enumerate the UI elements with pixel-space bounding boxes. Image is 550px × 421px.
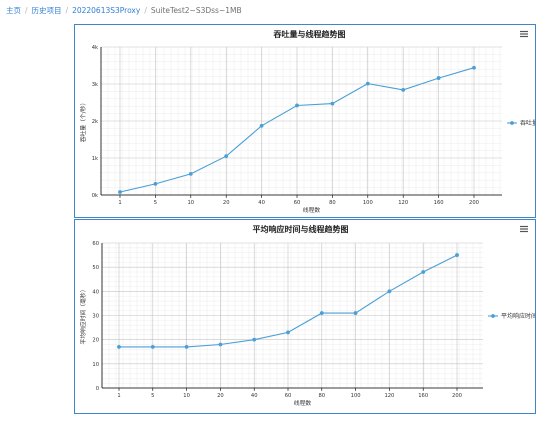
chart-title: 平均响应时间与线程趋势图 [253, 224, 349, 234]
y-tick-label: 10 [92, 362, 99, 368]
breadcrumb-separator: / [65, 6, 69, 15]
x-tick-label: 40 [251, 393, 258, 399]
x-tick-label: 10 [183, 393, 190, 399]
data-point[interactable] [218, 342, 223, 347]
data-point[interactable] [184, 345, 189, 349]
x-tick-label: 80 [329, 200, 336, 206]
x-tick-label: 1 [118, 200, 121, 206]
legend-point-marker [510, 121, 514, 125]
chart-menu-icon[interactable] [518, 223, 530, 235]
data-point[interactable] [330, 101, 335, 106]
y-tick-label: 40 [92, 289, 99, 295]
x-tick-label: 5 [154, 200, 157, 206]
y-tick-label: 0k [92, 193, 98, 199]
x-tick-label: 80 [318, 393, 325, 399]
data-point[interactable] [118, 190, 122, 194]
data-point[interactable] [252, 337, 257, 342]
x-tick-label: 60 [285, 393, 292, 399]
chart-menu-icon[interactable] [518, 28, 530, 40]
x-tick-label: 20 [223, 200, 230, 206]
x-tick-label: 60 [294, 200, 301, 206]
y-tick-label: 4k [92, 45, 98, 51]
chart-title: 吞吐量与线程趋势图 [274, 29, 346, 39]
y-tick-label: 1k [92, 156, 98, 162]
data-point[interactable] [224, 154, 229, 159]
y-axis-label: 吞吐量（个/秒） [79, 100, 87, 143]
x-tick-label: 160 [418, 393, 428, 399]
data-point[interactable] [387, 289, 392, 294]
y-tick-label: 0 [96, 386, 99, 392]
data-point[interactable] [472, 65, 476, 70]
data-point[interactable] [365, 81, 370, 86]
x-tick-label: 40 [258, 200, 265, 206]
legend-point-marker [491, 314, 495, 318]
data-point[interactable] [286, 330, 290, 335]
y-tick-label: 60 [92, 241, 99, 247]
data-point[interactable] [401, 88, 406, 92]
x-tick-label: 200 [452, 393, 462, 399]
data-point[interactable] [188, 172, 193, 176]
breadcrumb-home[interactable]: 主页 [6, 6, 21, 15]
breadcrumb-history-projects[interactable]: 历史项目 [31, 6, 62, 15]
data-point[interactable] [319, 311, 324, 315]
breadcrumb-current-suite: SuiteTest2~S3Dss~1MB [150, 6, 242, 15]
legend-item-label[interactable]: 平均响应时间 [501, 312, 535, 320]
x-tick-label: 120 [384, 393, 394, 399]
x-tick-label: 5 [151, 393, 154, 399]
x-tick-label: 100 [363, 200, 373, 206]
x-tick-label: 1 [117, 393, 120, 399]
response-time-chart-panel: 平均响应时间与线程趋势图 0 10 20 30 40 50 60 1 5 10 20 40 60 80 100… [74, 219, 536, 414]
x-tick-label: 10 [187, 200, 194, 206]
data-point[interactable] [153, 182, 158, 186]
x-tick-label: 200 [469, 200, 479, 206]
breadcrumb-separator: / [144, 6, 147, 15]
throughput-chart-panel: 吞吐量与线程趋势图 0k 1k 2k 3k 4k 1 5 10 20 40 60 80 100 120 160… [74, 24, 536, 218]
x-axis-label: 线程数 [303, 206, 321, 214]
data-point[interactable] [259, 123, 264, 128]
data-point[interactable] [353, 311, 358, 315]
y-tick-label: 50 [92, 265, 99, 271]
y-axis-label: 平均响应时间（毫秒） [79, 287, 87, 345]
response-time-chart: 平均响应时间与线程趋势图 0 10 20 30 40 50 60 1 5 10 20 40 60 80 100… [79, 223, 535, 407]
data-point[interactable] [436, 76, 441, 80]
y-tick-label: 2k [92, 119, 98, 125]
x-tick-label: 100 [351, 393, 361, 399]
throughput-chart: 吞吐量与线程趋势图 0k 1k 2k 3k 4k 1 5 10 20 40 60 80 100 120 160… [79, 28, 535, 214]
breadcrumb-project[interactable]: 20220613S3Proxy [72, 6, 141, 15]
x-tick-label: 120 [398, 200, 408, 206]
x-tick-label: 160 [434, 200, 444, 206]
data-point[interactable] [421, 270, 426, 274]
legend-item-label[interactable]: 吞吐量 [520, 119, 535, 127]
data-point[interactable] [150, 345, 155, 349]
data-point[interactable] [117, 345, 121, 349]
x-tick-label: 20 [217, 393, 224, 399]
y-tick-label: 3k [92, 82, 98, 88]
data-point[interactable] [455, 253, 459, 257]
breadcrumb: 主页 / 历史项目/20220613S3Proxy / SuiteTest2~S3Dss… [6, 4, 242, 18]
x-axis-label: 线程数 [294, 399, 312, 407]
data-point[interactable] [295, 103, 299, 108]
breadcrumb-separator: / [25, 6, 28, 15]
y-tick-label: 20 [92, 338, 99, 344]
y-tick-label: 30 [92, 314, 99, 320]
